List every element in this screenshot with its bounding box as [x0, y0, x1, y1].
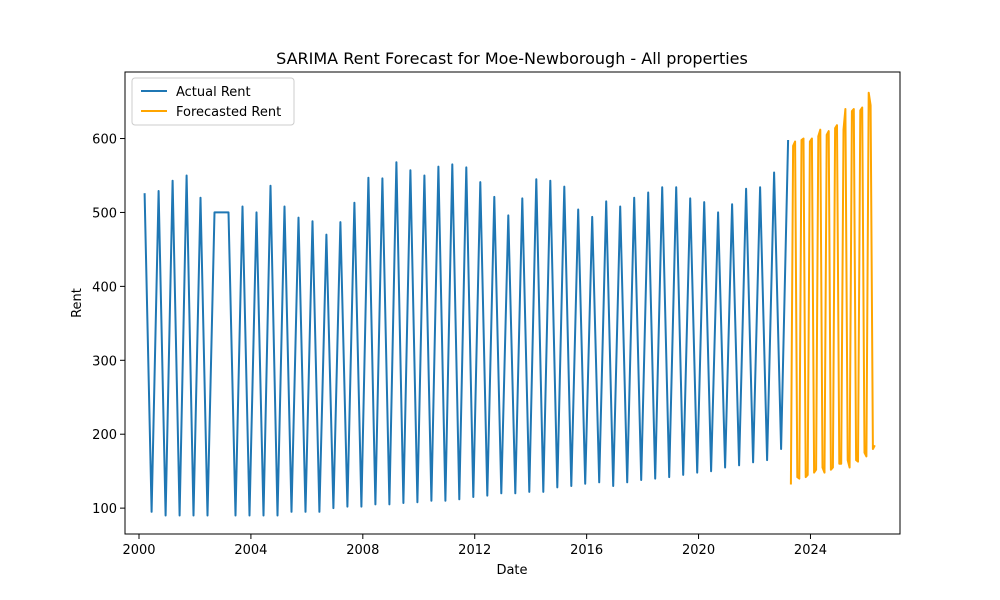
- x-tick-label: 2016: [570, 543, 603, 558]
- forecasted-rent-line: [789, 91, 876, 485]
- chart-title: SARIMA Rent Forecast for Moe-Newborough …: [276, 49, 748, 68]
- y-tick-label: 100: [92, 502, 117, 517]
- y-axis-title: Rent: [70, 288, 85, 318]
- x-axis: 2000 2004 2008 2012 2016 2020 2024: [122, 534, 827, 558]
- y-tick-label: 300: [92, 354, 117, 369]
- x-tick-label: 2024: [794, 543, 827, 558]
- legend: Actual Rent Forecasted Rent: [131, 77, 295, 126]
- y-tick-label: 500: [92, 206, 117, 221]
- plot-frame: [124, 71, 901, 535]
- legend-label-forecast: Forecasted Rent: [176, 105, 281, 120]
- x-tick-label: 2012: [458, 543, 491, 558]
- y-axis: 100 200 300 400 500 600: [92, 133, 125, 517]
- y-tick-label: 600: [92, 133, 117, 148]
- legend-label-actual: Actual Rent: [176, 85, 251, 100]
- x-axis-title: Date: [496, 563, 527, 578]
- x-tick-label: 2020: [682, 543, 715, 558]
- series-layer: [143, 91, 876, 517]
- y-tick-label: 400: [92, 280, 117, 295]
- plot-area: [124, 71, 901, 535]
- legend-box: [131, 77, 295, 126]
- actual-rent-line: [143, 139, 790, 517]
- x-tick-label: 2008: [346, 543, 379, 558]
- x-tick-label: 2000: [122, 543, 155, 558]
- y-tick-label: 200: [92, 428, 117, 443]
- x-tick-label: 2004: [234, 543, 267, 558]
